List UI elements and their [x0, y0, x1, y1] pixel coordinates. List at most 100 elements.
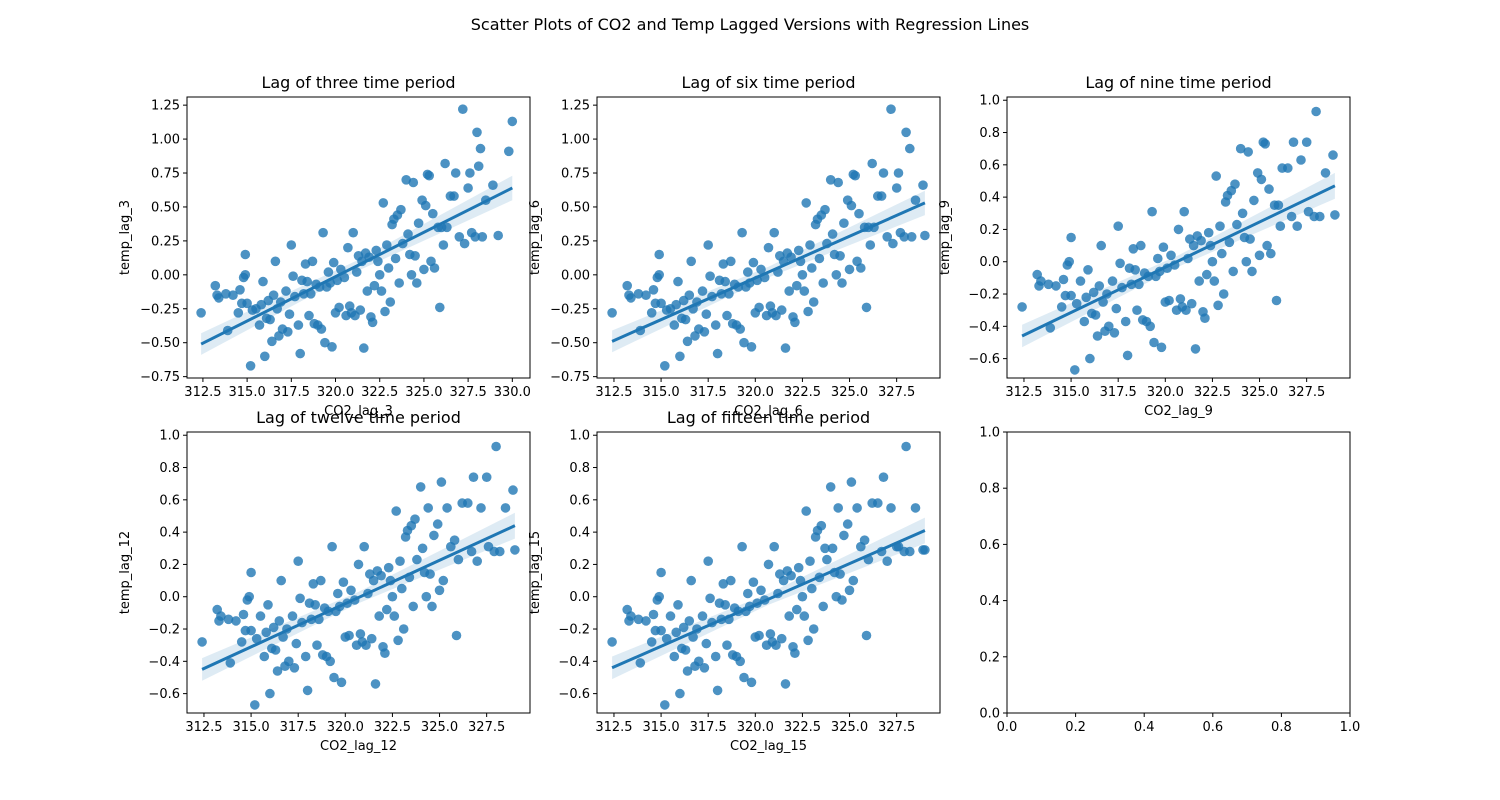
scatter-point: [216, 611, 226, 621]
scatter-point: [835, 569, 845, 579]
scatter-point: [641, 290, 651, 301]
scatter-point: [374, 270, 385, 280]
axes-frame: [186, 431, 531, 714]
scatter-point: [362, 286, 373, 296]
scatter-point: [302, 685, 313, 696]
scatter-point: [756, 585, 766, 596]
scatter-point: [626, 611, 636, 621]
x-tick-label: 317.5: [690, 385, 727, 400]
scatter-point: [852, 503, 862, 513]
scatter-point: [385, 297, 396, 307]
scatter-point: [289, 663, 300, 673]
scatter-point: [1266, 248, 1276, 259]
scatter-point: [210, 280, 221, 291]
scatter-point: [673, 600, 683, 610]
scatter-point: [284, 656, 294, 667]
scatter-point: [246, 567, 256, 578]
scatter-point: [295, 593, 305, 604]
scatter-point: [476, 503, 486, 513]
y-tick-label: −0.6: [148, 687, 180, 702]
scatter-point: [814, 253, 825, 264]
scatter-point: [816, 520, 827, 531]
scatter-point: [790, 648, 800, 658]
scatter-point: [1111, 303, 1122, 314]
subplot-title: Lag of twelve time period: [256, 408, 461, 427]
scatter-point: [675, 688, 685, 699]
scatter-point: [310, 600, 321, 610]
y-tick-label: −0.2: [968, 288, 1000, 303]
x-tick-label: 312.5: [1005, 385, 1042, 400]
scatter-point: [825, 482, 836, 492]
scatter-point: [827, 229, 838, 239]
scatter-point: [739, 672, 749, 683]
scatter-point: [854, 208, 864, 219]
scatter-point: [265, 688, 275, 699]
scatter-point: [320, 337, 330, 348]
scatter-point: [1190, 344, 1201, 354]
scatter-point: [671, 299, 681, 310]
scatter-point: [1275, 221, 1286, 231]
scatter-point: [805, 240, 815, 250]
scatter-point: [846, 200, 857, 211]
scatter-point: [893, 168, 904, 178]
scatter-point: [383, 263, 394, 273]
scatter-point: [408, 177, 419, 188]
scatter-point: [778, 575, 789, 586]
x-axis-label: CO2_lag_3: [324, 404, 393, 419]
scatter-point: [699, 663, 710, 673]
scatter-point: [626, 293, 636, 303]
subplot-6: 0.0 0.2 0.4 0.6 0.8 1.0 0.0 0.2 0.4 0.6 0.8 1.0: [979, 426, 1360, 736]
y-tick-label: 0.2: [569, 558, 590, 573]
scatter-point: [410, 514, 420, 524]
x-tick-label: 312.5: [595, 720, 632, 735]
scatter-point: [1188, 240, 1199, 251]
scatter-point: [387, 591, 398, 602]
x-tick-label: 1.0: [1340, 720, 1361, 735]
scatter-point: [382, 240, 392, 250]
scatter-point: [878, 472, 889, 483]
scatter-point: [901, 127, 911, 138]
scatter-point: [1288, 137, 1299, 147]
scatter-point: [920, 230, 930, 241]
axes-frame: [596, 431, 941, 714]
scatter-point: [797, 270, 808, 280]
scatter-point: [488, 180, 498, 190]
scatter-point: [258, 276, 268, 287]
scatter-point: [403, 229, 413, 239]
scatter-point: [1301, 137, 1312, 147]
y-tick-label: 0.6: [979, 538, 1000, 553]
y-tick-label: 0.8: [979, 126, 1000, 141]
scatter-point: [818, 601, 828, 612]
scatter-point: [694, 656, 704, 667]
x-tick-label: 322.5: [374, 720, 411, 735]
scatter-point: [412, 278, 422, 288]
y-tick-label: 0.8: [159, 461, 180, 476]
scatter-point: [255, 611, 266, 621]
scatter-point: [1254, 250, 1265, 261]
scatter-point: [371, 245, 382, 256]
y-tick-label: −0.50: [550, 336, 590, 351]
x-tick-label: 325.0: [831, 385, 868, 400]
axes-frame: [1006, 96, 1351, 379]
scatter-point: [250, 700, 260, 710]
scatter-point: [391, 506, 402, 516]
regression-line: [1021, 184, 1336, 338]
y-tick-label: 0.0: [979, 255, 1000, 270]
scatter-point: [270, 645, 281, 655]
scatter-point: [1228, 266, 1238, 277]
scatter-point: [435, 302, 445, 313]
scatter-point: [1292, 221, 1302, 231]
scatter-point: [686, 256, 696, 267]
scatter-point: [1264, 184, 1274, 194]
scatter-point: [784, 286, 794, 296]
y-tick-label: 0.50: [561, 200, 590, 215]
y-tick-label: −0.4: [968, 320, 1000, 335]
scatter-point: [251, 633, 262, 644]
scatter-point: [470, 232, 481, 242]
scatter-point: [283, 327, 293, 337]
subplot-2: 312.5 315.0 317.5 320.0 322.5 325.0 327.5 −0.75…: [528, 73, 941, 419]
scatter-point: [429, 263, 440, 273]
scatter-point: [682, 666, 693, 676]
scatter-point: [680, 645, 691, 655]
scatter-point: [646, 308, 657, 318]
